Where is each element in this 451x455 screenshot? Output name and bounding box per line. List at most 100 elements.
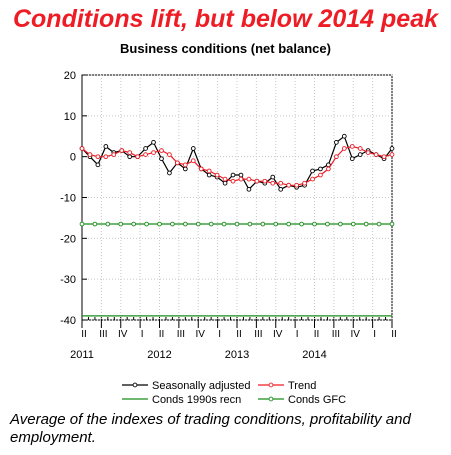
y-tick-label: -10 bbox=[60, 193, 76, 205]
data-point bbox=[363, 221, 369, 227]
data-point bbox=[381, 154, 387, 160]
data-point bbox=[79, 221, 85, 227]
legend-marker bbox=[268, 382, 274, 388]
data-point bbox=[143, 146, 148, 151]
data-point bbox=[247, 221, 253, 227]
data-point bbox=[262, 178, 268, 184]
legend-label: Trend bbox=[288, 380, 316, 392]
data-point bbox=[182, 221, 188, 227]
data-point bbox=[111, 152, 117, 157]
x-quarter-label: III bbox=[99, 329, 107, 340]
data-point bbox=[195, 221, 201, 227]
data-point bbox=[222, 180, 228, 186]
data-point bbox=[214, 172, 220, 178]
data-point bbox=[103, 154, 109, 160]
x-year-label: 2011 bbox=[70, 349, 94, 361]
chart-title: Business conditions (net balance) bbox=[120, 41, 331, 56]
data-point bbox=[131, 221, 137, 227]
y-tick-label: -30 bbox=[60, 274, 76, 286]
data-point bbox=[230, 178, 236, 184]
x-quarter-label: II bbox=[314, 329, 320, 340]
data-point bbox=[157, 221, 162, 227]
x-quarter-label: IV bbox=[273, 329, 283, 340]
data-point bbox=[273, 221, 279, 227]
legend-label: Seasonally adjusted bbox=[152, 380, 250, 392]
legend-label: Conds 1990s recn bbox=[152, 394, 241, 405]
data-point bbox=[159, 148, 164, 153]
chart-caption: Average of the indexes of trading condit… bbox=[10, 411, 411, 446]
data-point bbox=[260, 221, 266, 227]
data-point bbox=[105, 221, 111, 227]
y-tick-label: -20 bbox=[60, 233, 76, 245]
data-point bbox=[143, 152, 148, 157]
data-point bbox=[87, 152, 93, 157]
data-point bbox=[341, 133, 347, 139]
data-point bbox=[92, 221, 98, 227]
data-point bbox=[299, 221, 304, 227]
x-quarter-label: III bbox=[254, 329, 262, 340]
data-point bbox=[238, 172, 244, 178]
data-point bbox=[182, 162, 188, 168]
data-point bbox=[350, 221, 356, 227]
data-point bbox=[167, 170, 172, 176]
y-tick-label: 0 bbox=[70, 152, 76, 164]
data-point bbox=[230, 172, 236, 178]
x-quarter-label: I bbox=[373, 329, 376, 340]
data-point bbox=[318, 172, 323, 178]
data-point bbox=[190, 158, 196, 164]
data-point bbox=[312, 221, 317, 227]
data-point bbox=[246, 186, 252, 192]
y-tick-label: 20 bbox=[64, 70, 76, 82]
data-point bbox=[95, 154, 101, 160]
data-point bbox=[238, 176, 244, 182]
data-point bbox=[206, 172, 212, 178]
data-point bbox=[341, 146, 347, 151]
data-point bbox=[337, 221, 343, 227]
data-point bbox=[144, 221, 149, 227]
x-quarter-label: III bbox=[332, 329, 340, 340]
data-point bbox=[286, 182, 292, 188]
data-point bbox=[246, 176, 252, 182]
data-point bbox=[389, 152, 395, 157]
data-point bbox=[182, 166, 188, 172]
data-point bbox=[294, 182, 299, 188]
data-point bbox=[349, 144, 355, 149]
data-point bbox=[389, 221, 395, 227]
data-point bbox=[222, 176, 228, 182]
data-point bbox=[254, 178, 260, 184]
x-year-label: 2013 bbox=[225, 349, 249, 361]
x-quarter-label: I bbox=[218, 329, 221, 340]
headline: Conditions lift, but below 2014 peak bbox=[12, 5, 439, 33]
data-point bbox=[302, 180, 307, 186]
data-point bbox=[135, 154, 140, 160]
data-point bbox=[206, 168, 212, 174]
data-point bbox=[310, 176, 315, 182]
legend-label: Conds GFC bbox=[288, 394, 346, 405]
x-year-label: 2012 bbox=[147, 349, 171, 361]
data-point bbox=[119, 148, 125, 153]
x-quarter-label: II bbox=[81, 329, 87, 340]
data-point bbox=[278, 180, 284, 186]
data-point bbox=[373, 152, 379, 157]
data-point bbox=[159, 156, 164, 162]
x-year-label: 2014 bbox=[302, 349, 326, 361]
x-quarter-label: I bbox=[296, 329, 299, 340]
data-point bbox=[357, 146, 363, 151]
data-point bbox=[270, 180, 276, 186]
data-point bbox=[286, 221, 292, 227]
data-point bbox=[167, 152, 172, 157]
data-point bbox=[389, 146, 395, 151]
data-point bbox=[175, 160, 180, 166]
series-line bbox=[81, 135, 393, 191]
data-point bbox=[234, 221, 240, 227]
data-point bbox=[365, 150, 371, 155]
data-point bbox=[310, 168, 315, 174]
data-point bbox=[270, 174, 276, 180]
x-quarter-label: IV bbox=[118, 329, 128, 340]
legend-marker bbox=[132, 382, 138, 388]
data-point bbox=[190, 146, 196, 151]
data-point bbox=[349, 156, 355, 162]
data-point bbox=[103, 144, 109, 149]
data-point bbox=[221, 221, 227, 227]
